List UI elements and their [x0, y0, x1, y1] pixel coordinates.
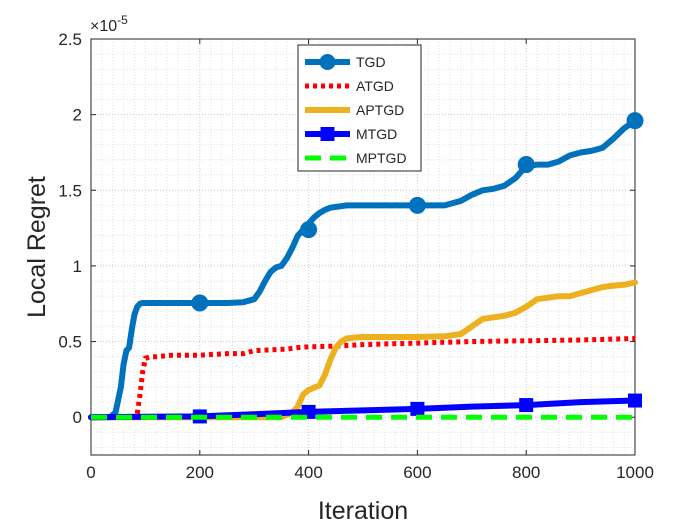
legend-label-mptgd: MPTGD	[356, 150, 407, 166]
series-marker-mtgd	[628, 393, 642, 408]
y-tick-label: 0.5	[58, 333, 82, 352]
series-line-tgd	[88, 117, 638, 421]
legend-label-aptgd: APTGD	[356, 102, 404, 118]
series-marker-tgd	[517, 156, 535, 174]
x-tick-label: 400	[294, 463, 322, 482]
legend-label-atgd: ATGD	[356, 78, 394, 94]
x-tick-label: 600	[403, 463, 431, 482]
legend-marker-mtgd	[320, 127, 335, 141]
series-marker-tgd	[626, 112, 644, 130]
ticks: 0 200 400 600 800 1000 0 0.5 1 1.5 2 2.5	[58, 30, 654, 482]
y-tick-label: 2.5	[58, 30, 82, 49]
series-line-atgd	[91, 336, 636, 420]
y-exponent-label: ×10-5	[90, 13, 128, 35]
series-line-aptgd	[88, 279, 638, 421]
x-tick-label: 0	[86, 463, 95, 482]
legend-label-tgd: TGD	[356, 54, 386, 70]
series-layer	[88, 112, 644, 424]
legend-label-mtgd: MTGD	[356, 126, 397, 142]
series-marker-tgd	[408, 196, 426, 214]
x-tick-label: 800	[512, 463, 540, 482]
legend-marker-tgd	[319, 54, 336, 70]
x-tick-label: 1000	[616, 463, 654, 482]
series-marker-tgd	[191, 294, 209, 312]
axes-box	[90, 38, 636, 456]
x-tick-label: 200	[186, 463, 214, 482]
y-tick-label: 2	[73, 106, 82, 125]
x-axis-label: Iteration	[318, 497, 408, 525]
legend: TGD ATGD APTGD MTGD MPTGD	[297, 44, 422, 172]
y-tick-label: 1.5	[58, 181, 82, 200]
y-tick-label: 1	[73, 257, 82, 276]
series-marker-mtgd	[410, 401, 425, 416]
series-marker-tgd	[300, 221, 318, 239]
y-tick-label: 0	[73, 408, 82, 427]
y-axis-label: Local Regret	[23, 176, 51, 318]
series-marker-mtgd	[519, 398, 534, 413]
